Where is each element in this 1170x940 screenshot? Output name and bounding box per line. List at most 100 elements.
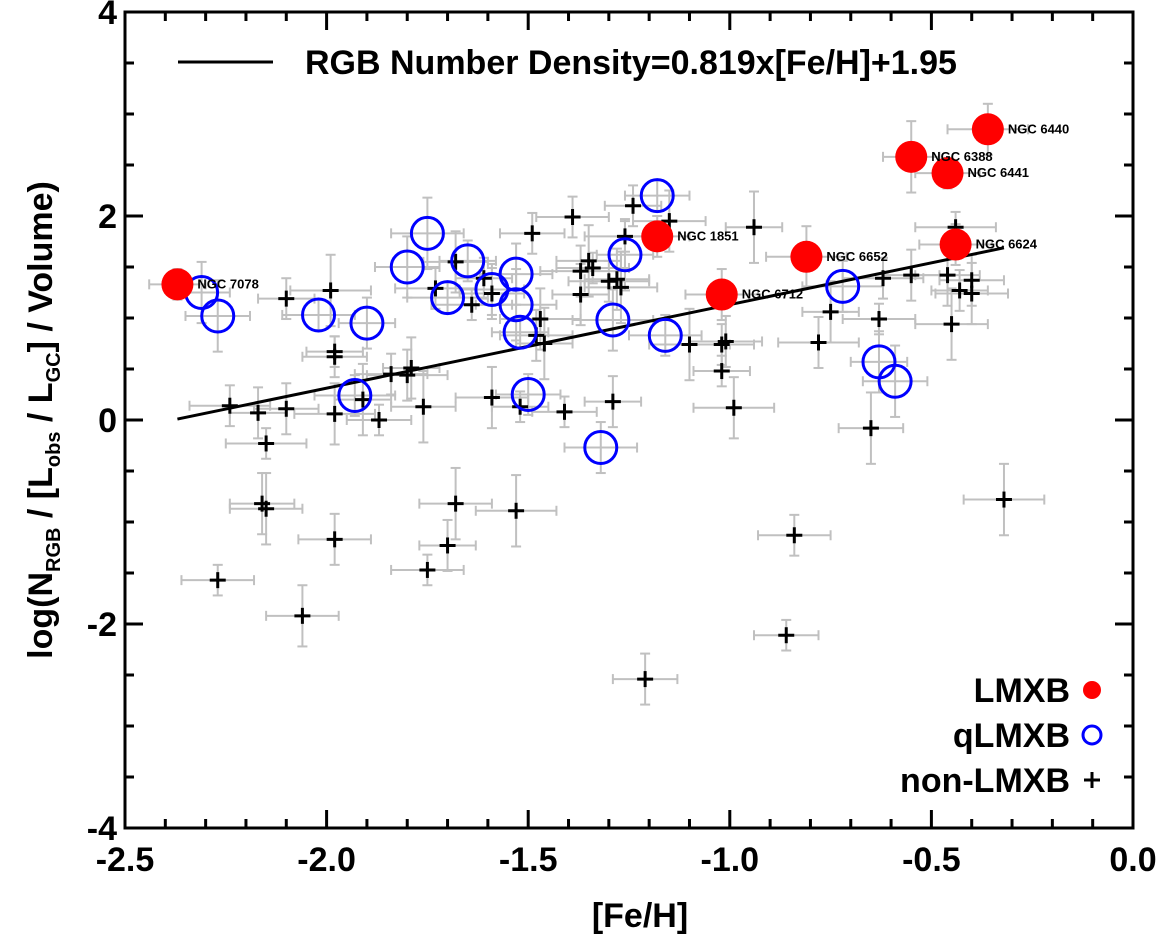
- y-tick-label: 0: [98, 402, 117, 440]
- cluster-label: NGC 7078: [197, 276, 258, 291]
- x-tick-label: -1.0: [701, 841, 760, 879]
- non-lmxb-point: [371, 412, 388, 428]
- qlmxb-point: [349, 305, 385, 341]
- lmxb-series: [161, 113, 1004, 311]
- non-lmxb-point: [326, 348, 343, 365]
- cluster-label: NGC 6652: [826, 249, 887, 264]
- non-lmxb-point: [278, 290, 295, 307]
- non-lmxb-point: [822, 303, 839, 320]
- legend-marker-non-lmxb: [1084, 772, 1100, 788]
- legend-marker-lmxb: [1083, 681, 1101, 699]
- error-bar: [224, 427, 308, 460]
- non-lmxb-point: [524, 225, 541, 242]
- qlmxb-point: [595, 302, 631, 338]
- non-lmxb-point: [556, 403, 573, 420]
- error-bars: [148, 102, 1046, 706]
- non-lmxb-point: [383, 366, 400, 383]
- non-lmxb-point: [572, 286, 589, 303]
- cluster-label: NGC 6440: [1008, 121, 1069, 136]
- axes: -2.5 -2.0 -1.5 -1.0 -0.5 0.0 -4 -2 0 2 4: [87, 0, 1157, 879]
- non-lmxb-point: [862, 420, 879, 437]
- qlmxb-point: [647, 317, 683, 353]
- legend-label: qLMXB: [953, 717, 1070, 755]
- lmxb-point: [971, 113, 1004, 146]
- x-axis-title: [Fe/H]: [592, 897, 688, 935]
- qlmxb-point: [430, 280, 466, 316]
- y-axis-title-sub3: GC: [43, 352, 65, 382]
- qlmxb-point: [510, 377, 546, 412]
- lmxb-point: [895, 140, 928, 173]
- x-tick-label: 0.0: [1109, 841, 1156, 879]
- non-lmxb-point: [778, 627, 795, 644]
- qlmxb-point: [639, 178, 675, 214]
- non-lmxb-point: [580, 252, 597, 269]
- error-bar: [390, 196, 465, 271]
- cluster-label: NGC 6624: [976, 237, 1038, 252]
- non-lmxb-point: [939, 267, 956, 284]
- non-lmxb-point: [403, 359, 420, 376]
- non-lmxb-point: [713, 363, 730, 380]
- non-lmxb-point: [278, 400, 295, 417]
- cluster-label: NGC 6388: [931, 149, 992, 164]
- legend-item: LMXB: [974, 672, 1101, 710]
- non-lmxb-point: [951, 282, 968, 299]
- y-axis-title: log(NRGB / [Lobs / LGC] / Volume): [22, 181, 65, 659]
- non-lmxb-point: [943, 316, 960, 333]
- non-lmxb-point: [532, 311, 549, 328]
- qlmxb-point: [825, 268, 861, 304]
- non-lmxb-point: [322, 282, 339, 299]
- non-lmxb-point: [415, 398, 432, 415]
- non-lmxb-point: [584, 260, 601, 277]
- error-bar: [571, 288, 655, 352]
- cluster-label: NGC 1851: [677, 228, 738, 243]
- qlmxb-point: [409, 215, 445, 251]
- non-lmxb-point: [903, 267, 920, 284]
- x-tick-label: -1.5: [499, 841, 558, 879]
- y-axis-title-mid1: / [L: [22, 467, 60, 527]
- qlmxb-series: [184, 178, 913, 466]
- non-lmxb-point: [354, 391, 371, 408]
- non-lmxb-point: [221, 397, 238, 414]
- fit-line: [177, 246, 1005, 421]
- non-lmxb-point: [786, 527, 803, 544]
- non-lmxb-point: [717, 333, 734, 350]
- non-lmxb-point: [625, 197, 642, 214]
- legend-marker-qlmxb: [1081, 724, 1103, 746]
- non-lmxb-point: [810, 334, 827, 351]
- non-lmxb-point: [258, 500, 275, 517]
- legend-item: qLMXB: [953, 717, 1103, 755]
- non-lmxb-point: [600, 273, 617, 290]
- y-tick-label: -4: [87, 810, 117, 848]
- non-lmxb-point: [258, 435, 275, 452]
- non-lmxb-point: [572, 263, 589, 280]
- y-tick-label: 4: [98, 0, 117, 32]
- non-lmxb-point: [681, 336, 698, 353]
- non-lmxb-point: [608, 271, 625, 288]
- non-lmxb-point: [439, 537, 456, 554]
- lmxb-point: [931, 157, 964, 190]
- non-lmxb-point: [508, 502, 525, 519]
- non-lmxb-series: [209, 197, 1012, 688]
- non-lmxb-point: [725, 399, 742, 416]
- non-lmxb-point: [995, 491, 1012, 508]
- qlmxb-point: [502, 314, 538, 350]
- non-lmxb-point: [447, 253, 464, 270]
- non-lmxb-point: [326, 405, 343, 422]
- y-axis-title-sub1: RGB: [43, 528, 65, 572]
- non-lmxb-point: [870, 311, 887, 328]
- x-tick-label: -0.5: [902, 841, 961, 879]
- error-bar: [563, 421, 639, 475]
- y-tick-label: 2: [98, 198, 117, 236]
- cluster-label: NGC 6441: [968, 165, 1029, 180]
- qlmxb-point: [200, 298, 236, 334]
- error-bar: [281, 298, 356, 332]
- x-tick-label: -2.5: [96, 841, 155, 879]
- lmxb-point: [790, 240, 823, 273]
- y-tick-label: -2: [87, 606, 117, 644]
- non-lmxb-point: [616, 228, 633, 245]
- error-bar: [184, 279, 251, 353]
- non-lmxb-point: [209, 572, 226, 589]
- qlmxb-point: [607, 237, 643, 273]
- qlmxb-point: [450, 243, 486, 279]
- non-lmxb-point: [564, 209, 581, 226]
